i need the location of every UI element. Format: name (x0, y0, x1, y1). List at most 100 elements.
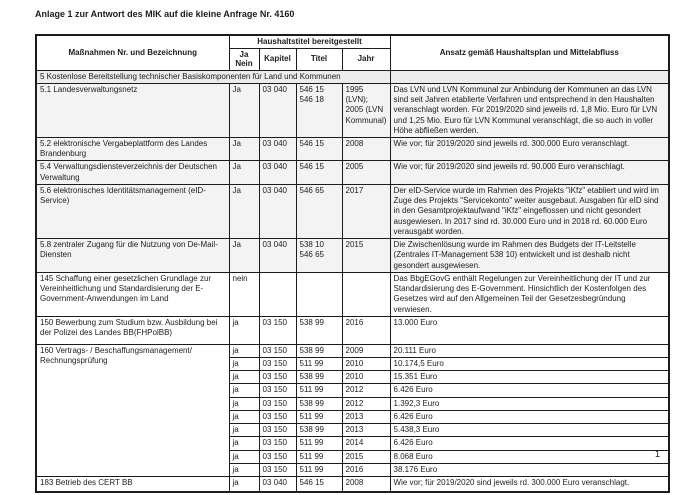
header-haushaltstitel-group: Haushaltstitel bereitgestellt (228, 34, 391, 50)
cell-kapitel: 03 040 (258, 82, 297, 139)
cell-titel: 538 10 546 65 (295, 238, 343, 273)
cell-ja-nein: Ja (228, 183, 260, 240)
cell-titel (295, 271, 343, 317)
cell-kapitel: 03 150 (258, 383, 297, 398)
cell-kapitel: 03 040 (258, 238, 297, 273)
cell-titel: 546 15 (295, 476, 343, 493)
cell-jahr (341, 271, 391, 317)
cell-jahr: 2012 (341, 396, 391, 411)
cell-ansatz: 8.068 Euro (389, 449, 670, 464)
cell-kapitel: 03 040 (258, 476, 297, 493)
cell-ansatz: 38.176 Euro (389, 462, 670, 478)
cell-kapitel: 03 150 (258, 356, 297, 372)
cell-jahr: 2015 (341, 238, 391, 273)
cell-ansatz: 20.111 Euro (389, 343, 670, 359)
cell-ansatz: 6.426 Euro (389, 409, 670, 425)
cell-kapitel: 03 150 (258, 396, 297, 411)
cell-jahr: 2012 (341, 383, 391, 398)
cell-titel: 538 99 (295, 423, 343, 438)
cell-ja-nein: ja (228, 449, 260, 464)
cell-ja-nein: ja (228, 356, 260, 372)
table-row: ja 03 150 511 99 2010 10.174,5 Euro (36, 356, 670, 372)
cell-ansatz: Die Zwischenlösung wurde im Rahmen des B… (389, 238, 670, 273)
cell-titel: 511 99 (295, 356, 343, 372)
cell-titel: 511 99 (295, 383, 343, 398)
table-row: 5.2 elektronische Vergabeplattform des L… (35, 137, 670, 162)
cell-titel: 538 99 (295, 315, 343, 345)
cell-jahr: 2013 (341, 423, 391, 438)
cell-ja-nein: ja (228, 383, 260, 398)
cell-ja-nein: ja (228, 409, 260, 425)
page-number: 1 (654, 449, 660, 459)
cell-kapitel: 03 150 (258, 449, 297, 464)
cell-massnahme: 150 Bewerbung zum Studium bzw. Ausbildun… (35, 315, 230, 345)
cell-ja-nein: ja (228, 370, 260, 385)
cell-jahr: 2005 (341, 160, 391, 185)
table-row: 160 Vertrags- / Beschaffungsmanagement/ … (35, 343, 670, 478)
cell-ansatz: 10.174,5 Euro (389, 356, 670, 372)
cell-titel: 546 15 (295, 160, 343, 185)
table-row: ja 03 150 538 99 2013 5.438,3 Euro (36, 423, 670, 438)
cell-jahr: 2008 (341, 137, 391, 162)
table-row: 145 Schaffung einer gesetzlichen Grundla… (35, 271, 670, 317)
cell-ja-nein: Ja (228, 82, 260, 139)
table-row: ja 03 150 511 99 2016 38.176 Euro (36, 462, 670, 478)
budget-table: Maßnahmen Nr. und Bezeichnung Haushaltst… (35, 34, 671, 493)
cell-titel: 538 99 (295, 370, 343, 385)
table-row: ja 03 150 511 99 2015 8.068 Euro (36, 449, 670, 464)
cell-ansatz: 1.392,3 Euro (389, 396, 670, 411)
cell-ansatz: Wie vor; für 2019/2020 sind jeweils rd. … (389, 137, 670, 162)
cell-kapitel: 03 150 (258, 409, 297, 425)
header-ja-nein: Ja Nein (228, 48, 260, 71)
cell-jahr: 2015 (341, 449, 391, 464)
cell-kapitel: 03 150 (258, 436, 297, 451)
header-jahr: Jahr (341, 48, 391, 71)
cell-titel: 546 15 (295, 137, 343, 162)
section-row: 5 Kostenlose Bereitstellung technischer … (35, 69, 670, 84)
table-row: 5.4 Verwaltungsdiensteverzeichnis der De… (35, 160, 670, 185)
cell-massnahme: 5.1 Landesverwaltungsnetz (35, 82, 230, 139)
cell-jahr: 2009 (341, 343, 391, 359)
cell-ansatz: Das BbgEGovG enthält Regelungen zur Vere… (389, 271, 670, 317)
cell-jahr: 2010 (341, 370, 391, 385)
section-label: 5 Kostenlose Bereitstellung technischer … (35, 69, 391, 84)
cell-jahr: 2008 (341, 476, 391, 493)
cell-ja-nein: Ja (228, 238, 260, 273)
table-row: 5.8 zentraler Zugang für die Nutzung von… (35, 238, 670, 273)
cell-ansatz: Der eID-Service wurde im Rahmen des Proj… (389, 183, 670, 240)
cell-ja-nein: ja (228, 396, 260, 411)
cell-massnahme: 5.8 zentraler Zugang für die Nutzung von… (35, 238, 230, 273)
cell-kapitel: 03 150 (258, 315, 297, 345)
cell-ansatz: 13.000 Euro (389, 315, 670, 345)
cell-titel: 538 99 (295, 396, 343, 411)
cell-kapitel: 03 040 (258, 183, 297, 240)
cell-ja-nein: ja (228, 315, 260, 345)
table-row: 183 Betrieb des CERT BB ja 03 040 546 15… (35, 476, 670, 493)
cell-ja-nein: nein (228, 271, 260, 317)
cell-ja-nein: Ja (228, 137, 260, 162)
cell-ansatz: Das LVN und LVN Kommunal zur Anbindung d… (389, 82, 670, 139)
cell-titel: 511 99 (295, 409, 343, 425)
cell-titel: 546 15 546 18 (295, 82, 343, 139)
cell-ansatz: 6.426 Euro (389, 383, 670, 398)
header-titel: Titel (295, 48, 343, 71)
cell-jahr: 2016 (341, 315, 391, 345)
cell-jahr: 2017 (341, 183, 391, 240)
table-row: ja 03 150 538 99 2010 15.351 Euro (36, 370, 670, 385)
cell-titel: 546 65 (295, 183, 343, 240)
cell-ansatz: Wie vor; für 2019/2020 sind jeweils rd. … (389, 160, 670, 185)
cell-ansatz: 6.426 Euro (389, 436, 670, 451)
cell-ansatz: Wie vor; für 2019/2020 sind jeweils rd. … (389, 476, 670, 493)
cell-kapitel: 03 150 (258, 423, 297, 438)
header-massnahmen: Maßnahmen Nr. und Bezeichnung (35, 34, 230, 71)
cell-titel: 538 99 (295, 343, 343, 359)
cell-kapitel (258, 271, 297, 317)
header-kapitel: Kapitel (258, 48, 297, 71)
cell-kapitel: 03 150 (258, 343, 297, 359)
document-title: Anlage 1 zur Antwort des MIK auf die kle… (35, 9, 295, 19)
cell-ja-nein: ja (228, 462, 260, 478)
cell-massnahme: 5.6 elektronisches Identitätsmanagement … (35, 183, 230, 240)
cell-ja-nein: ja (228, 343, 260, 359)
cell-massnahme: 5.2 elektronische Vergabeplattform des L… (35, 137, 230, 162)
